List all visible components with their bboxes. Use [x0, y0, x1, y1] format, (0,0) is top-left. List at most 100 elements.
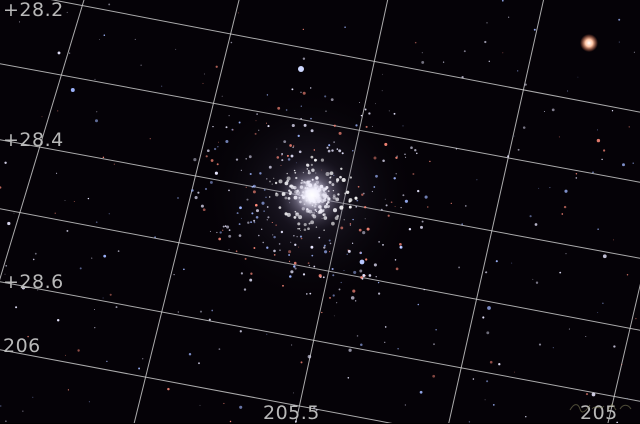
cluster-star	[358, 101, 361, 104]
field-star	[167, 387, 170, 391]
field-star	[384, 326, 387, 328]
cluster-star	[336, 148, 339, 150]
cluster-star	[393, 177, 396, 180]
field-star	[429, 160, 431, 163]
cluster-star	[302, 273, 306, 276]
cluster-star	[328, 239, 331, 242]
cluster-star	[267, 216, 270, 219]
field-star	[321, 311, 323, 314]
field-star	[355, 300, 357, 302]
cluster-star	[255, 209, 260, 213]
cluster-star	[326, 146, 329, 149]
field-star	[99, 38, 100, 40]
cluster-star	[293, 145, 295, 147]
cluster-star	[225, 139, 229, 144]
field-star	[291, 344, 293, 346]
cluster-star	[265, 196, 267, 199]
field-star	[95, 119, 98, 123]
cluster-star	[395, 156, 398, 160]
cluster-star	[240, 272, 244, 275]
field-star	[208, 318, 211, 321]
field-star	[455, 148, 458, 150]
cluster-star	[279, 249, 281, 252]
field-star	[218, 348, 221, 350]
field-star	[558, 136, 560, 138]
cluster-core	[274, 157, 350, 233]
cluster-star	[244, 257, 247, 260]
cluster-star	[420, 225, 423, 229]
cluster-star	[362, 231, 366, 235]
cluster-star	[266, 246, 269, 249]
field-star	[611, 417, 613, 419]
field-star	[461, 75, 464, 79]
cluster-star	[266, 219, 268, 221]
field-star	[173, 273, 175, 276]
cluster-star	[347, 249, 351, 253]
bright-orange-star	[580, 34, 598, 52]
cluster-star	[373, 263, 377, 267]
field-star	[103, 254, 107, 258]
field-star	[113, 163, 115, 165]
field-star	[525, 416, 527, 418]
cluster-star	[366, 227, 370, 231]
field-star	[602, 302, 604, 304]
field-star	[175, 48, 177, 50]
cluster-star	[289, 275, 292, 278]
field-star	[522, 126, 526, 129]
field-star	[468, 421, 471, 423]
cluster-star	[328, 144, 331, 147]
cluster-star	[269, 180, 271, 183]
cluster-star	[297, 134, 300, 138]
field-star	[532, 278, 534, 280]
field-star	[596, 138, 601, 143]
field-star	[485, 272, 487, 274]
cluster-star	[283, 140, 287, 144]
field-star	[64, 200, 66, 202]
field-star	[229, 420, 232, 423]
cluster-star	[331, 149, 334, 152]
field-star	[442, 61, 445, 63]
cluster-star	[268, 196, 271, 198]
cluster-star	[338, 288, 341, 291]
cluster-star	[249, 172, 252, 176]
cluster-star	[373, 186, 376, 188]
cluster-star	[313, 265, 316, 268]
field-star	[486, 331, 490, 335]
field-star	[381, 73, 383, 75]
cluster-star	[375, 276, 377, 278]
cluster-star	[331, 267, 334, 271]
cluster-star	[368, 274, 372, 277]
field-star	[7, 221, 11, 226]
cluster-star	[359, 251, 361, 254]
cluster-star	[267, 125, 270, 128]
field-star	[432, 374, 436, 378]
field-star	[498, 363, 501, 366]
field-star	[423, 289, 425, 291]
field-star	[215, 65, 218, 68]
field-star	[102, 297, 104, 299]
field-star	[482, 316, 485, 319]
cluster-star	[259, 172, 262, 175]
field-star	[626, 274, 629, 276]
cluster-star	[293, 265, 296, 268]
cluster-star	[309, 87, 312, 89]
cluster-star	[248, 155, 252, 159]
cluster-star	[281, 155, 283, 157]
cluster-star	[266, 94, 269, 96]
dec-line-28-6	[0, 281, 640, 402]
cluster-star	[290, 270, 294, 274]
field-star	[552, 347, 554, 349]
field-star	[622, 163, 625, 167]
field-star	[602, 149, 606, 152]
ra-line-205-9	[133, 0, 240, 423]
field-star	[621, 363, 623, 366]
field-star	[633, 51, 635, 53]
cluster-star	[288, 260, 291, 263]
field-star	[183, 268, 185, 271]
field-star	[57, 110, 59, 112]
cluster-star	[395, 173, 397, 175]
cluster-star	[378, 241, 380, 243]
field-star	[32, 258, 35, 261]
field-star	[597, 311, 599, 313]
cluster-star	[255, 216, 259, 219]
